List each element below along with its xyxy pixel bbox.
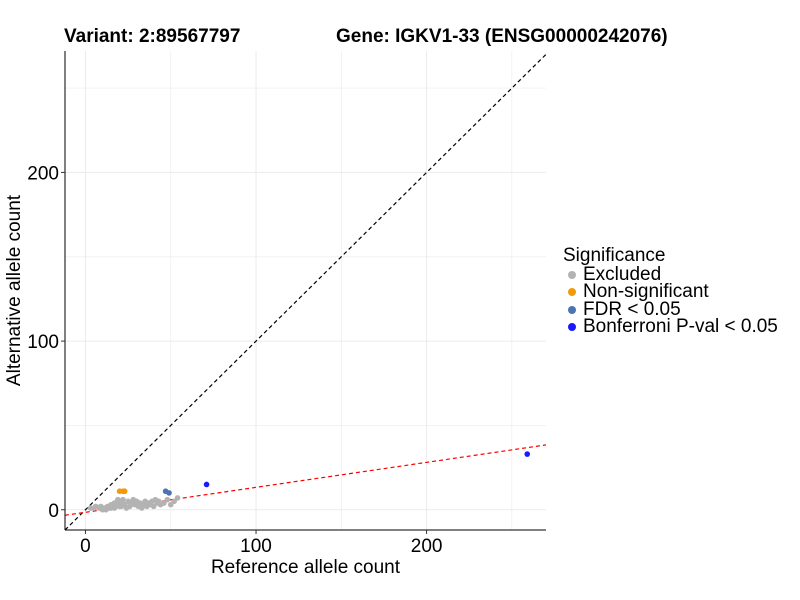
point-excluded bbox=[111, 505, 118, 511]
y-tick-label: 200 bbox=[27, 163, 59, 184]
legend-label-non-significant: Non-significant bbox=[583, 281, 709, 303]
point-excluded bbox=[150, 503, 157, 510]
legend-dot-bonferroni bbox=[568, 323, 576, 332]
point-excluded bbox=[115, 496, 121, 503]
point-excluded bbox=[164, 496, 171, 503]
legend-label-excluded: Excluded bbox=[583, 263, 662, 285]
point-excluded bbox=[161, 500, 167, 506]
legend-dot-excluded bbox=[568, 270, 576, 279]
x-tick-label: 100 bbox=[240, 536, 272, 557]
legend-item-bonferroni: Bonferroni P-val < 0.05 bbox=[563, 316, 778, 338]
legend-title: Significance bbox=[563, 245, 666, 266]
point-bonferroni bbox=[524, 451, 531, 457]
axes: 0 100 200 0 100 200 Reference allele count Alte… bbox=[4, 51, 546, 578]
x-tick-label: 200 bbox=[411, 536, 443, 557]
legend-item-fdr: FDR < 0.05 bbox=[563, 298, 778, 320]
y-tick-label: 0 bbox=[48, 501, 59, 522]
variant-title: Variant: 2:89567797 bbox=[64, 26, 241, 47]
legend-dot-fdr bbox=[568, 305, 576, 314]
legend-label-bonferroni: Bonferroni P-val < 0.05 bbox=[583, 316, 778, 338]
point-excluded bbox=[118, 503, 125, 510]
point-excluded bbox=[120, 496, 126, 503]
x-axis-label: Reference allele count bbox=[211, 557, 401, 578]
data-points bbox=[87, 451, 531, 513]
grid-lines bbox=[65, 51, 546, 530]
point-non-significant bbox=[121, 488, 128, 495]
y-axis-label: Alternative allele count bbox=[4, 194, 25, 386]
x-tick-label: 0 bbox=[80, 536, 91, 557]
legend-item-excluded: Excluded bbox=[563, 263, 778, 285]
legend-item-non-significant: Non-significant bbox=[563, 281, 778, 303]
reference-lines bbox=[65, 53, 546, 530]
legend-label-fdr: FDR < 0.05 bbox=[583, 298, 681, 320]
point-bonferroni bbox=[203, 481, 210, 488]
point-fdr bbox=[166, 490, 172, 496]
reference-line-identity bbox=[65, 53, 546, 530]
legend-dot-non-significant bbox=[568, 288, 576, 297]
point-excluded bbox=[167, 501, 174, 508]
point-excluded bbox=[174, 495, 181, 501]
legend: Significance Excluded Non-significant FD… bbox=[563, 245, 778, 338]
point-excluded bbox=[171, 498, 177, 505]
y-tick-label: 100 bbox=[27, 332, 59, 353]
gene-title: Gene: IGKV1-33 (ENSG00000242076) bbox=[336, 26, 668, 47]
